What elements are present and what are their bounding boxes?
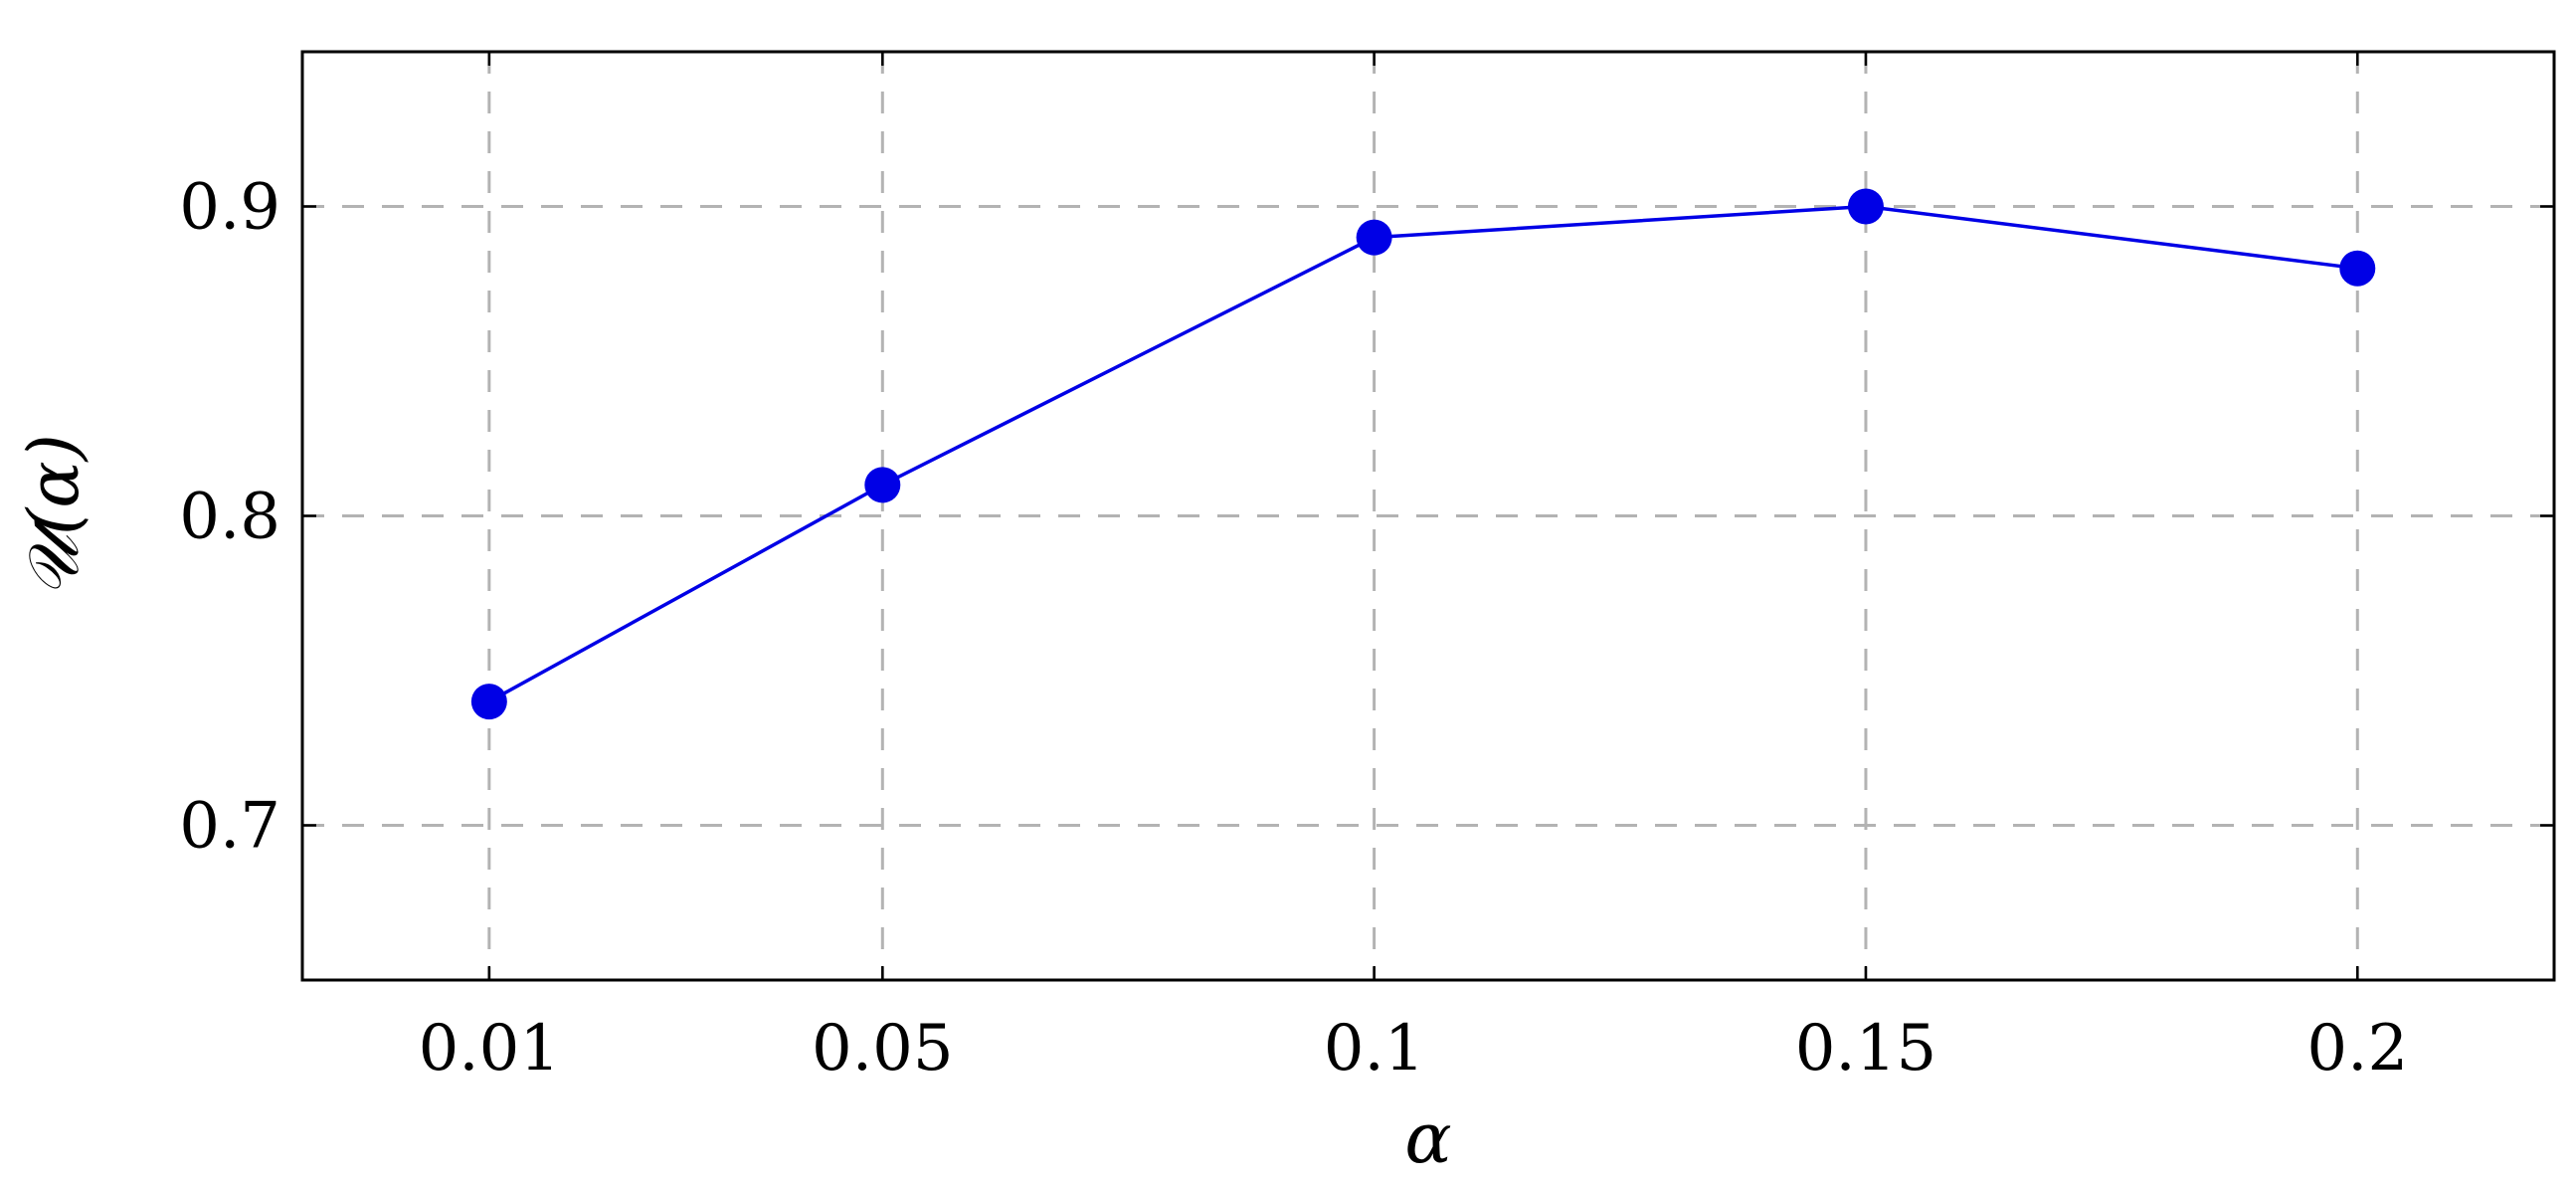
data-point <box>1356 219 1392 256</box>
y-tick-label: 0.8 <box>179 481 280 554</box>
x-tick-label: 0.2 <box>2306 1012 2408 1086</box>
x-tick-label: 0.05 <box>812 1012 954 1086</box>
x-axis-title: α <box>1404 1097 1451 1179</box>
series-layer <box>470 188 2376 720</box>
x-tick-label: 0.15 <box>1795 1012 1937 1086</box>
plot-frame <box>300 50 2556 982</box>
data-point <box>1847 188 1884 225</box>
data-point <box>2339 250 2376 287</box>
x-tick-label: 0.1 <box>1324 1012 1425 1086</box>
data-point <box>864 467 901 503</box>
series-line <box>487 204 2358 703</box>
tick-labels: 0.01 0.05 0.1 0.15 0.2 0.7 0.8 0.9 <box>179 171 2408 1087</box>
grid-lines <box>302 52 2554 980</box>
x-tick-label: 0.01 <box>419 1012 561 1086</box>
y-tick-label: 0.9 <box>179 171 280 245</box>
y-axis-title: 𝒰(α) <box>13 434 94 598</box>
data-point <box>470 684 507 720</box>
y-tick-label: 0.7 <box>179 790 280 864</box>
axes <box>300 50 2556 982</box>
